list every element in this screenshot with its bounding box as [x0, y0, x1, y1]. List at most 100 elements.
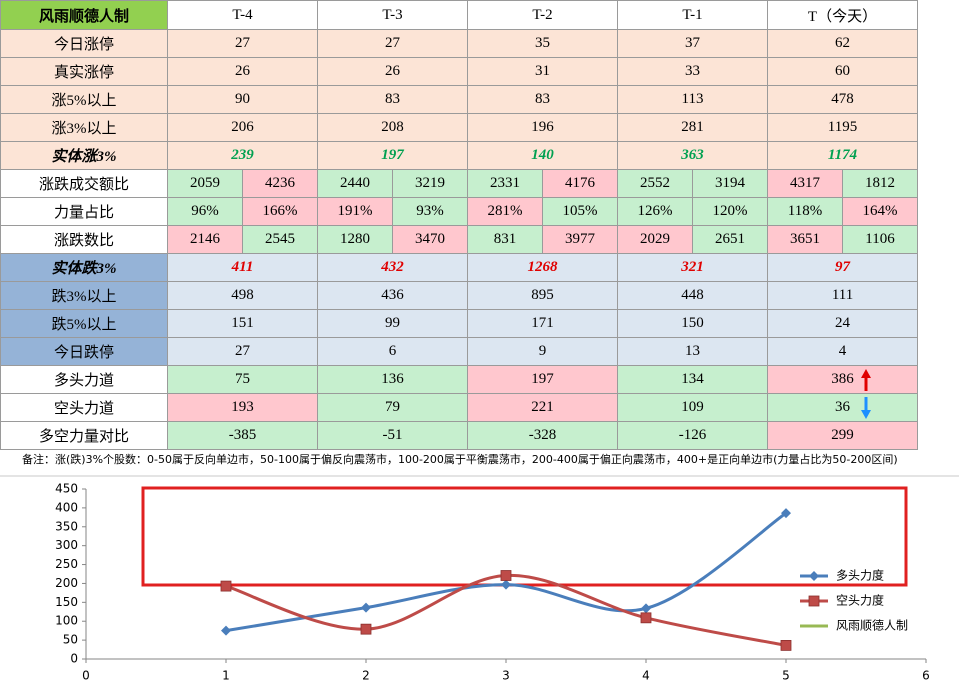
table-row: 涨3%以上 206 208 196 281 1195: [0, 113, 919, 142]
cell: 93%: [392, 197, 468, 226]
cell: 363: [617, 141, 768, 170]
cell: 62: [766, 29, 919, 58]
marker: [809, 571, 819, 581]
cell: 386: [766, 365, 919, 394]
table-row: 实体涨3% 239 197 140 363 1174: [0, 141, 919, 170]
legend-label: 多头力度: [836, 568, 884, 583]
cell: -51: [317, 421, 468, 450]
marker: [780, 640, 792, 651]
y-tick-label: 100: [55, 614, 78, 628]
row-label: 多头力道: [0, 365, 168, 394]
cell: 4176: [542, 169, 618, 198]
row-label: 跌3%以上: [0, 281, 168, 310]
row-label: 力量占比: [0, 197, 168, 226]
x-tick-label: 2: [362, 669, 370, 683]
legend-label: 空头力度: [836, 593, 884, 608]
cell: 79: [317, 393, 468, 422]
marker: [500, 570, 512, 581]
row-label: 今日跌停: [0, 337, 168, 366]
cell: 13: [617, 337, 768, 366]
header-row: 风雨顺德人制 T-4 T-3 T-2 T-1 T（今天）: [0, 0, 919, 30]
cell: 1268: [467, 253, 618, 282]
cell: 2440: [317, 169, 393, 198]
y-tick-label: 0: [70, 652, 78, 666]
cell: 6: [317, 337, 468, 366]
cell: 436: [317, 281, 468, 310]
cell: 281%: [467, 197, 543, 226]
cell: 1174: [766, 141, 919, 170]
cell: 96%: [167, 197, 243, 226]
cell: 9: [467, 337, 618, 366]
cell: 35: [467, 29, 618, 58]
cell: 150: [617, 309, 768, 338]
row-label: 跌5%以上: [0, 309, 168, 338]
cell: 83: [317, 85, 468, 114]
cell: -328: [467, 421, 618, 450]
header-cell: T（今天）: [766, 0, 919, 30]
cell: 2545: [242, 225, 318, 254]
y-tick-label: 450: [55, 482, 78, 496]
down-arrow: [861, 397, 871, 419]
cell: 208: [317, 113, 468, 142]
cell: 895: [467, 281, 618, 310]
note: 备注：涨(跌)3%个股数：0-50属于反向单边市，50-100属于偏反向震荡市，…: [22, 453, 898, 466]
y-tick-label: 200: [55, 576, 78, 590]
table-row: 空头力道 193 79 221 109 36: [0, 393, 919, 422]
cell: 191%: [317, 197, 393, 226]
cell: 3977: [542, 225, 618, 254]
table-row: 涨跌成交额比 2059 4236 2440 3219 2331 4176 2552 3194 43…: [0, 169, 919, 198]
cell: 1280: [317, 225, 393, 254]
cell: 239: [167, 141, 318, 170]
cell: 97: [766, 253, 919, 282]
x-tick-label: 0: [82, 669, 90, 683]
cell: 26: [167, 57, 318, 86]
cell: 36: [766, 393, 919, 422]
row-label: 涨跌数比: [0, 225, 168, 254]
cell: 27: [317, 29, 468, 58]
header-cell: T-4: [167, 0, 318, 30]
cell: 27: [167, 29, 318, 58]
cell: 2146: [167, 225, 243, 254]
marker: [221, 625, 231, 636]
cell: 31: [467, 57, 618, 86]
cell: 221: [467, 393, 618, 422]
table-row: 今日跌停 27 6 9 13 4: [0, 337, 919, 366]
marker: [808, 595, 820, 607]
cell: 321: [617, 253, 768, 282]
highlight-box: [141, 486, 908, 587]
cell: 2552: [617, 169, 693, 198]
marker: [361, 602, 371, 613]
y-tick-label: 250: [55, 557, 78, 571]
cell: 4236: [242, 169, 318, 198]
header-cell: T-3: [317, 0, 468, 30]
cell: 4: [766, 337, 919, 366]
marker: [501, 579, 511, 590]
cell: 3470: [392, 225, 468, 254]
x-tick-label: 6: [922, 669, 930, 683]
marker: [640, 612, 652, 624]
cell: 26: [317, 57, 468, 86]
row-label: 今日涨停: [0, 29, 168, 58]
marker: [220, 580, 232, 592]
row-label: 涨5%以上: [0, 85, 168, 114]
up-arrow: [861, 369, 871, 391]
cell: -385: [167, 421, 318, 450]
row-label: 真实涨停: [0, 57, 168, 86]
cell: 140: [467, 141, 618, 170]
table-row: 今日涨停 27 27 35 37 62: [0, 29, 919, 58]
cell: 299: [766, 421, 919, 450]
table-row: 跌3%以上 498 436 895 448 111: [0, 281, 919, 310]
y-tick-label: 50: [63, 633, 78, 647]
cell: 126%: [617, 197, 693, 226]
table-row: 跌5%以上 151 99 171 150 24: [0, 309, 919, 338]
cell: 151: [167, 309, 318, 338]
x-tick-label: 1: [222, 669, 230, 683]
cell: 120%: [692, 197, 768, 226]
table-row: 多空力量对比 -385 -51 -328 -126 299: [0, 421, 919, 450]
x-tick-label: 5: [782, 669, 790, 683]
table-row: 多头力道 75 136 197 134 386: [0, 365, 919, 394]
marker: [360, 623, 372, 635]
x-tick-label: 4: [642, 669, 650, 683]
